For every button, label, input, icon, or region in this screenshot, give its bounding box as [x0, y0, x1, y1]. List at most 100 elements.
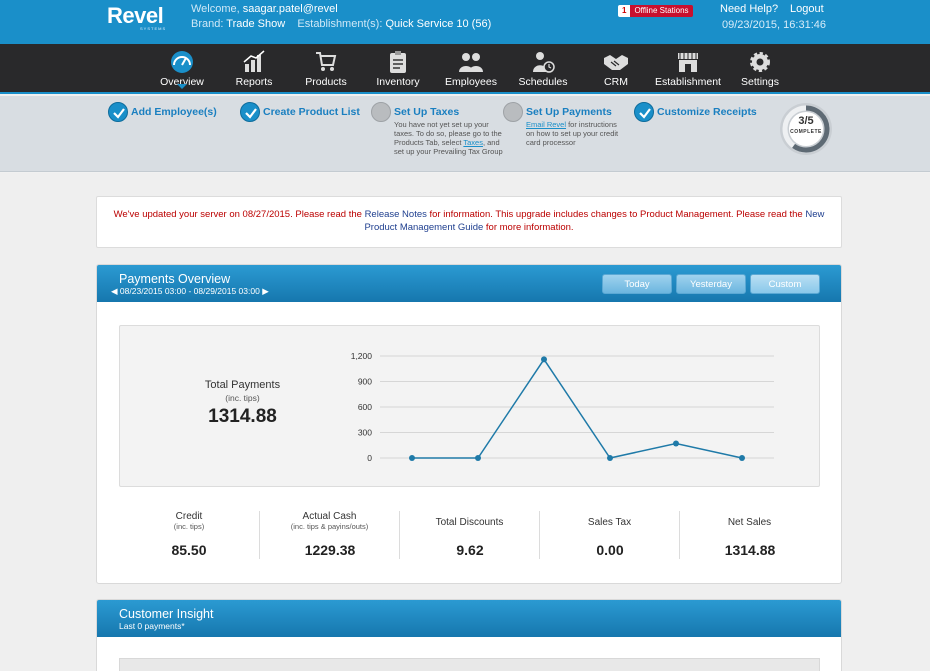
step-description: You have not yet set up your taxes. To d…: [394, 120, 504, 156]
release-notes-link[interactable]: Release Notes: [364, 209, 427, 220]
data-point[interactable]: [541, 356, 547, 363]
brand-value[interactable]: Trade Show: [226, 18, 286, 30]
username: saagar.patel@revel: [242, 3, 338, 15]
total-payments-sub: (inc. tips): [225, 393, 260, 403]
stat-actual-cash: Actual Cash (inc. tips & payins/outs) 12…: [259, 511, 399, 559]
step-title: Create Product List: [263, 106, 360, 118]
handshake-icon: [576, 50, 656, 74]
bar-chart-icon: [214, 50, 294, 74]
date-range: ◀ 08/23/2015 03:00 - 08/29/2015 03:00 ▶: [111, 286, 269, 297]
step-title: Add Employee(s): [131, 106, 217, 118]
nav-label: Products: [305, 76, 347, 88]
panel-title: Customer Insight: [119, 607, 214, 621]
nav-reports[interactable]: Reports: [214, 50, 294, 88]
progress-count: 3/5: [798, 115, 814, 127]
taxes-desc-b: , and set up your Prevailing Tax Group: [394, 138, 503, 156]
brand-label: Brand:: [191, 18, 224, 30]
custom-button[interactable]: Custom: [750, 274, 820, 294]
nav-establishment[interactable]: Establishment: [648, 50, 728, 88]
establishment-value[interactable]: Quick Service 10 (56): [385, 18, 492, 30]
stat-label: Total Discounts: [435, 517, 504, 528]
data-point[interactable]: [409, 455, 415, 461]
offline-label: Offline Stations: [630, 5, 693, 17]
nav-employees[interactable]: Employees: [431, 50, 511, 88]
data-point[interactable]: [739, 455, 745, 461]
total-payments-label: Total Payments: [204, 379, 281, 391]
stat-value: 85.50: [171, 542, 207, 558]
nav-label: Establishment: [655, 76, 721, 88]
payments-desc: for instructions on how to set up your c…: [526, 120, 619, 147]
nav-label: Schedules: [518, 76, 568, 88]
logout-link[interactable]: Logout: [790, 3, 824, 15]
speedometer-icon: [142, 50, 222, 74]
clipboard-icon: [358, 50, 438, 74]
nav-crm[interactable]: CRM: [576, 50, 656, 88]
taxes-desc-a: You have not yet set up your taxes. To d…: [394, 120, 502, 147]
step-title: Customize Receipts: [657, 106, 757, 118]
incomplete-circle-icon: [503, 102, 523, 122]
active-nav-caret: [177, 84, 187, 89]
step-title: Set Up Taxes: [394, 106, 460, 118]
person-clock-icon: [503, 50, 583, 74]
payments-overview-panel: Payments Overview ◀ 08/23/2015 03:00 - 0…: [96, 264, 842, 584]
setup-progress-strip: Add Employee(s) Create Product List Set …: [0, 96, 930, 172]
top-header: Revel SYSTEMS Welcome, saagar.patel@reve…: [0, 0, 930, 44]
stat-credit: Credit (inc. tips) 85.50: [119, 511, 259, 559]
today-button[interactable]: Today: [602, 274, 672, 294]
stat-value: 0.00: [596, 542, 624, 558]
stat-sub: (inc. tips): [173, 522, 205, 531]
stat-sales-tax: Sales Tax 0.00: [539, 511, 679, 559]
check-icon: [634, 102, 654, 122]
nav-schedules[interactable]: Schedules: [503, 50, 583, 88]
stat-sub: (inc. tips & payins/outs): [290, 522, 369, 531]
stat-total-discounts: Total Discounts 9.62: [399, 511, 539, 559]
data-point[interactable]: [673, 440, 679, 447]
nav-label: Employees: [445, 76, 497, 88]
payments-series-line: [412, 358, 743, 459]
nav-label: Reports: [235, 76, 273, 88]
email-revel-link[interactable]: Email Revel: [526, 120, 567, 129]
offline-count: 1: [618, 5, 631, 17]
nav-overview[interactable]: Overview: [142, 50, 222, 88]
welcome-text: Welcome, saagar.patel@revel: [191, 3, 338, 15]
main-nav: Overview Reports Products Inventory Empl…: [0, 44, 930, 94]
stat-value: 1229.38: [304, 542, 356, 558]
welcome-prefix: Welcome,: [191, 3, 243, 15]
y-tick-label: 0: [367, 453, 372, 463]
prev-range-icon[interactable]: ◀: [111, 286, 118, 296]
nav-products[interactable]: Products: [286, 50, 366, 88]
stat-label: Net Sales: [727, 517, 772, 528]
panel-subtitle: Last 0 payments*: [119, 621, 185, 631]
offline-stations-badge[interactable]: 1 Offline Stations: [618, 5, 693, 17]
check-icon: [240, 102, 260, 122]
cart-icon: [286, 50, 366, 74]
need-help-link[interactable]: Need Help?: [720, 3, 779, 15]
progress-ring: [780, 103, 832, 155]
step-description: Email Revel for instructions on how to s…: [526, 120, 626, 147]
datetime: 09/23/2015, 16:31:46: [722, 19, 826, 31]
total-payments-value: 1314.88: [208, 406, 277, 427]
revel-logo[interactable]: Revel: [107, 3, 164, 28]
nav-label: Overview: [160, 76, 204, 88]
data-point[interactable]: [475, 455, 481, 461]
progress-label: COMPLETE: [790, 129, 822, 135]
notice-text-b: for information. This upgrade includes c…: [426, 209, 806, 220]
taxes-link[interactable]: Taxes: [463, 138, 483, 147]
nav-settings[interactable]: Settings: [720, 50, 800, 88]
server-update-notice: We've updated your server on 08/27/2015.…: [96, 196, 842, 248]
nav-label: Inventory: [376, 76, 420, 88]
step-title: Set Up Payments: [526, 106, 612, 118]
nav-inventory[interactable]: Inventory: [358, 50, 438, 88]
logo-subtitle: SYSTEMS: [140, 26, 167, 31]
product-management-guide-link[interactable]: New Product Management Guide: [364, 209, 825, 233]
storefront-icon: [648, 50, 728, 74]
next-range-icon[interactable]: ▶: [262, 286, 269, 296]
stat-net-sales: Net Sales 1314.88: [679, 511, 819, 559]
brand-line: Brand: Trade Show Establishment(s): Quic…: [191, 18, 491, 30]
data-point[interactable]: [607, 455, 613, 461]
yesterday-button[interactable]: Yesterday: [676, 274, 746, 294]
notice-text-a: We've updated your server on 08/27/2015.…: [113, 209, 365, 220]
y-tick-label: 900: [358, 377, 372, 387]
customer-insight-panel: Customer Insight Last 0 payments*: [96, 599, 842, 671]
stat-label: Sales Tax: [587, 517, 632, 528]
